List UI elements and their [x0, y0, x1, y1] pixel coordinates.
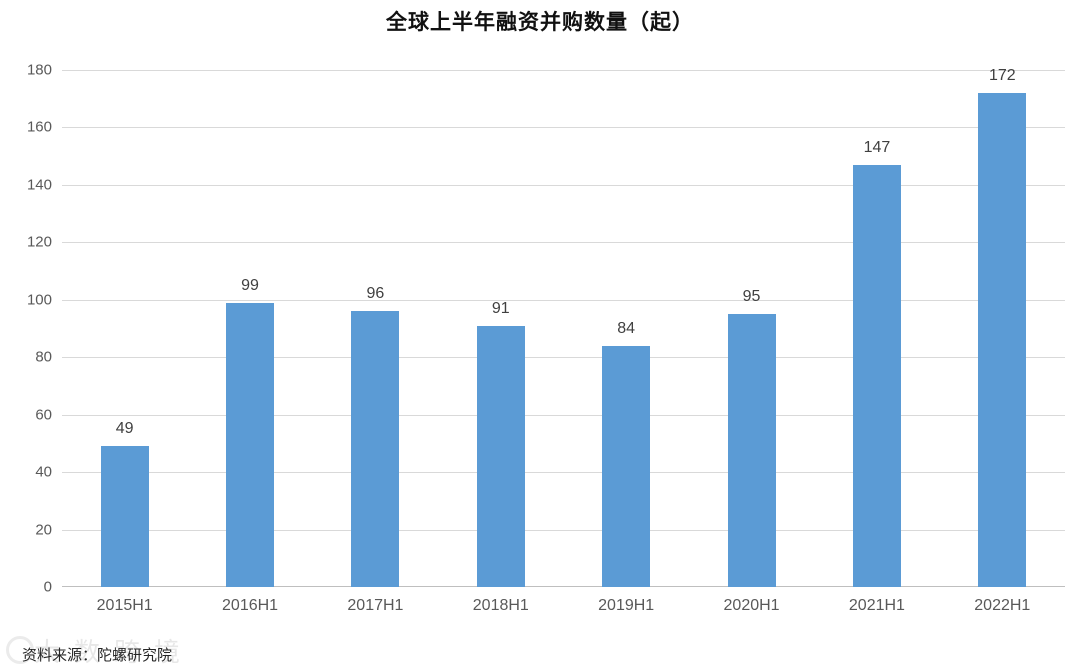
y-axis-tick-label: 160 [26, 118, 52, 136]
bar-value-label: 96 [366, 285, 385, 303]
bar-value-label: 84 [617, 319, 636, 337]
gridline [62, 127, 1065, 129]
bar-value-label: 99 [241, 276, 259, 294]
y-axis-tick-label: 180 [26, 61, 52, 79]
y-axis-tick-label: 20 [35, 521, 52, 539]
bar-value-label: 147 [863, 138, 891, 156]
x-axis-tick-label: 2016H1 [222, 597, 279, 614]
gridline [62, 357, 1065, 359]
y-axis-tick-label: 100 [26, 291, 52, 309]
plot-area: 0 20 40 60 80 100 120 140 160 180 49 2015H1 99 2016H1… [27, 62, 1065, 614]
gridline [62, 529, 1065, 531]
x-axis-tick-label: 2015H1 [96, 597, 153, 614]
x-axis-tick-label: 2020H1 [723, 597, 780, 614]
gridline [62, 184, 1065, 186]
bar-2020H1 [727, 314, 776, 587]
y-axis-tick-label: 40 [35, 463, 52, 481]
x-axis-tick-label: 2021H1 [848, 597, 905, 614]
y-axis-tick-label: 80 [35, 348, 52, 366]
bar-2018H1 [476, 325, 525, 587]
bar-2022H1 [978, 92, 1027, 587]
bar-value-label: 49 [115, 420, 134, 438]
chart-title: 全球上半年融资并购数量（起） [386, 11, 694, 34]
watermark-text: 大数跨境 [34, 637, 195, 667]
bar-2021H1 [852, 164, 901, 587]
gridline [62, 70, 1065, 71]
x-axis-tick-label: 2017H1 [347, 597, 404, 614]
source-attribution: 资料来源：陀螺研究院 [22, 647, 173, 664]
x-axis-line [62, 586, 1065, 587]
y-axis-tick-label: 140 [26, 176, 52, 194]
x-axis-tick-label: 2019H1 [598, 597, 655, 614]
gridline [62, 299, 1065, 301]
watermark-logo-icon [6, 636, 34, 664]
y-axis-tick-label: 60 [35, 406, 52, 424]
x-axis-tick-label: 2022H1 [974, 597, 1031, 614]
bar-2019H1 [602, 345, 651, 587]
x-axis-tick-label: 2018H1 [472, 597, 529, 614]
bar-value-label: 95 [742, 288, 761, 306]
gridline [62, 414, 1065, 416]
gridline [62, 242, 1065, 244]
bar-2017H1 [351, 311, 400, 587]
bar-2015H1 [100, 446, 149, 587]
bar-value-label: 172 [988, 66, 1016, 84]
footer: 大数跨境 资料来源：陀螺研究院 [0, 630, 1080, 672]
bar-2016H1 [226, 302, 275, 587]
y-axis-tick-label: 0 [43, 578, 52, 596]
y-axis-tick-label: 120 [26, 233, 52, 251]
gridline [62, 472, 1065, 474]
bar-value-label: 91 [491, 299, 510, 317]
